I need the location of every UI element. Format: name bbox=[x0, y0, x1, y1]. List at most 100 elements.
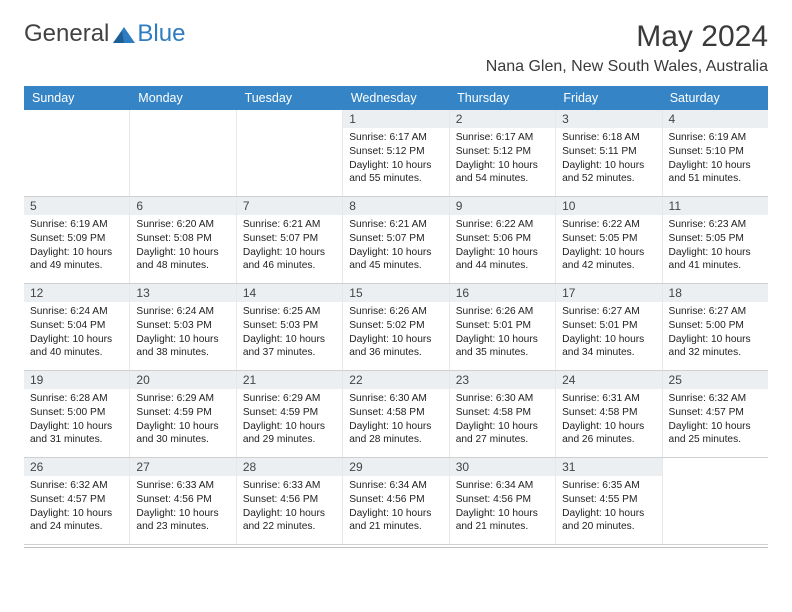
day-number: 1 bbox=[349, 112, 442, 126]
day-number-wrap: 19 bbox=[24, 371, 129, 389]
daylight-line: Daylight: 10 hours and 31 minutes. bbox=[30, 421, 112, 446]
sunrise-line: Sunrise: 6:24 AM bbox=[136, 306, 214, 317]
week-row: 5Sunrise: 6:19 AMSunset: 5:09 PMDaylight… bbox=[24, 197, 768, 284]
day-cell: 19Sunrise: 6:28 AMSunset: 5:00 PMDayligh… bbox=[24, 371, 129, 457]
daylight-line: Daylight: 10 hours and 21 minutes. bbox=[349, 508, 431, 533]
location: Nana Glen, New South Wales, Australia bbox=[486, 58, 768, 76]
day-number: 17 bbox=[562, 286, 655, 300]
day-number: 2 bbox=[456, 112, 549, 126]
sunset-line: Sunset: 5:11 PM bbox=[562, 146, 637, 157]
day-cell: 2 Sunrise: 6:17 AM Sunset: 5:12 PM Daylight… bbox=[449, 110, 555, 196]
day-info: Sunrise: 6:34 AMSunset: 4:56 PMDaylight:… bbox=[456, 479, 549, 534]
daylight-line: Daylight: 10 hours and 27 minutes. bbox=[456, 421, 538, 446]
day-number-wrap: 26 bbox=[24, 458, 129, 476]
daylight-line: Daylight: 10 hours and 35 minutes. bbox=[456, 334, 538, 359]
day-number-wrap: 14 bbox=[237, 284, 342, 302]
day-cell: 24Sunrise: 6:31 AMSunset: 4:58 PMDayligh… bbox=[555, 371, 661, 457]
day-cell: 4Sunrise: 6:19 AMSunset: 5:10 PMDaylight… bbox=[662, 110, 768, 196]
sunrise-line: Sunrise: 6:31 AM bbox=[562, 393, 640, 404]
sunset-line: Sunset: 5:09 PM bbox=[30, 233, 105, 244]
day-info: Sunrise: 6:17 AMSunset: 5:12 PMDaylight:… bbox=[349, 131, 442, 186]
sunrise-line: Sunrise: 6:19 AM bbox=[30, 219, 108, 230]
day-number: 21 bbox=[243, 373, 336, 387]
day-cell: 3 Sunrise: 6:18 AM Sunset: 5:11 PM Daylight… bbox=[555, 110, 661, 196]
sunset-line: Sunset: 5:00 PM bbox=[669, 320, 744, 331]
sunrise-line: Sunrise: 6:20 AM bbox=[136, 219, 214, 230]
week-row: 26Sunrise: 6:32 AMSunset: 4:57 PMDayligh… bbox=[24, 458, 768, 545]
sunset-line: Sunset: 4:58 PM bbox=[456, 407, 531, 418]
logo-word1: General bbox=[24, 20, 109, 48]
day-number: 29 bbox=[349, 460, 442, 474]
daylight-line: Daylight: 10 hours and 37 minutes. bbox=[243, 334, 325, 359]
sunrise-line: Sunrise: 6:17 AM bbox=[456, 132, 534, 143]
daylight-line: Daylight: 10 hours and 22 minutes. bbox=[243, 508, 325, 533]
day-info: Sunrise: 6:22 AMSunset: 5:06 PMDaylight:… bbox=[456, 218, 549, 273]
sunset-line: Sunset: 5:07 PM bbox=[243, 233, 318, 244]
daylight-line: Daylight: 10 hours and 38 minutes. bbox=[136, 334, 218, 359]
day-number-wrap: 9 bbox=[450, 197, 555, 215]
dow-cell: Thursday bbox=[449, 86, 555, 110]
day-number-wrap: 2 bbox=[450, 110, 555, 128]
day-number: 12 bbox=[30, 286, 123, 300]
day-of-week-header: SundayMondayTuesdayWednesdayThursdayFrid… bbox=[24, 86, 768, 110]
day-number-wrap: 21 bbox=[237, 371, 342, 389]
daylight-line: Daylight: 10 hours and 54 minutes. bbox=[456, 160, 538, 185]
day-number: 18 bbox=[669, 286, 762, 300]
day-number-wrap: 11 bbox=[663, 197, 768, 215]
sunrise-line: Sunrise: 6:27 AM bbox=[669, 306, 747, 317]
logo: General Blue bbox=[24, 20, 185, 48]
daylight-line: Daylight: 10 hours and 26 minutes. bbox=[562, 421, 644, 446]
sunset-line: Sunset: 5:12 PM bbox=[349, 146, 424, 157]
day-cell: 18Sunrise: 6:27 AMSunset: 5:00 PMDayligh… bbox=[662, 284, 768, 370]
daylight-line: Daylight: 10 hours and 21 minutes. bbox=[456, 508, 538, 533]
day-number: 9 bbox=[456, 199, 549, 213]
day-info: Sunrise: 6:32 AMSunset: 4:57 PMDaylight:… bbox=[669, 392, 762, 447]
day-info: Sunrise: 6:21 AMSunset: 5:07 PMDaylight:… bbox=[349, 218, 442, 273]
day-info: Sunrise: 6:35 AMSunset: 4:55 PMDaylight:… bbox=[562, 479, 655, 534]
sunset-line: Sunset: 4:59 PM bbox=[136, 407, 211, 418]
day-info: Sunrise: 6:25 AMSunset: 5:03 PMDaylight:… bbox=[243, 305, 336, 360]
day-cell: 12Sunrise: 6:24 AMSunset: 5:04 PMDayligh… bbox=[24, 284, 129, 370]
daylight-line: Daylight: 10 hours and 28 minutes. bbox=[349, 421, 431, 446]
sunset-line: Sunset: 5:01 PM bbox=[562, 320, 637, 331]
day-cell: 23Sunrise: 6:30 AMSunset: 4:58 PMDayligh… bbox=[449, 371, 555, 457]
daylight-line: Daylight: 10 hours and 52 minutes. bbox=[562, 160, 644, 185]
sunset-line: Sunset: 4:57 PM bbox=[669, 407, 744, 418]
day-info: Sunrise: 6:33 AMSunset: 4:56 PMDaylight:… bbox=[243, 479, 336, 534]
sunrise-line: Sunrise: 6:32 AM bbox=[669, 393, 747, 404]
sunset-line: Sunset: 4:56 PM bbox=[243, 494, 318, 505]
day-cell: 7Sunrise: 6:21 AMSunset: 5:07 PMDaylight… bbox=[236, 197, 342, 283]
empty-cell bbox=[24, 110, 129, 196]
daylight-line: Daylight: 10 hours and 49 minutes. bbox=[30, 247, 112, 272]
sunrise-line: Sunrise: 6:25 AM bbox=[243, 306, 321, 317]
day-info: Sunrise: 6:31 AMSunset: 4:58 PMDaylight:… bbox=[562, 392, 655, 447]
sunrise-line: Sunrise: 6:34 AM bbox=[456, 480, 534, 491]
week-row: 19Sunrise: 6:28 AMSunset: 5:00 PMDayligh… bbox=[24, 371, 768, 458]
day-cell: 5Sunrise: 6:19 AMSunset: 5:09 PMDaylight… bbox=[24, 197, 129, 283]
sunrise-line: Sunrise: 6:33 AM bbox=[136, 480, 214, 491]
sunrise-line: Sunrise: 6:18 AM bbox=[562, 132, 640, 143]
sunset-line: Sunset: 4:57 PM bbox=[30, 494, 105, 505]
sunset-line: Sunset: 5:10 PM bbox=[669, 146, 744, 157]
day-number: 7 bbox=[243, 199, 336, 213]
logo-mark-icon bbox=[113, 25, 135, 43]
day-number: 31 bbox=[562, 460, 655, 474]
sunrise-line: Sunrise: 6:21 AM bbox=[349, 219, 427, 230]
sunrise-line: Sunrise: 6:35 AM bbox=[562, 480, 640, 491]
month-title: May 2024 bbox=[486, 20, 768, 54]
day-number: 3 bbox=[562, 112, 655, 126]
day-cell: 17Sunrise: 6:27 AMSunset: 5:01 PMDayligh… bbox=[555, 284, 661, 370]
day-info: Sunrise: 6:30 AMSunset: 4:58 PMDaylight:… bbox=[456, 392, 549, 447]
day-number-wrap: 31 bbox=[556, 458, 661, 476]
sunset-line: Sunset: 4:55 PM bbox=[562, 494, 637, 505]
day-number-wrap: 15 bbox=[343, 284, 448, 302]
day-info: Sunrise: 6:20 AMSunset: 5:08 PMDaylight:… bbox=[136, 218, 229, 273]
day-number-wrap: 30 bbox=[450, 458, 555, 476]
sunset-line: Sunset: 4:56 PM bbox=[136, 494, 211, 505]
sunset-line: Sunset: 5:12 PM bbox=[456, 146, 531, 157]
weeks-container: 1Sunrise: 6:17 AMSunset: 5:12 PMDaylight… bbox=[24, 110, 768, 545]
day-info: Sunrise: 6:26 AMSunset: 5:01 PMDaylight:… bbox=[456, 305, 549, 360]
day-number: 11 bbox=[669, 199, 762, 213]
day-number-wrap: 12 bbox=[24, 284, 129, 302]
day-info: Sunrise: 6:34 AMSunset: 4:56 PMDaylight:… bbox=[349, 479, 442, 534]
